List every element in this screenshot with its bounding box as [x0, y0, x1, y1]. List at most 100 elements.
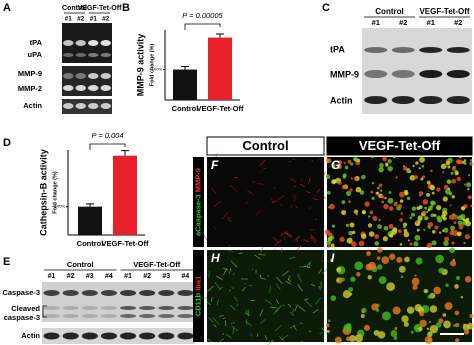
- group-label: VEGF-Tet-Off: [78, 5, 122, 12]
- cell: [373, 330, 380, 336]
- bar: [78, 206, 102, 235]
- blot-band: [100, 73, 111, 79]
- fiber: [292, 185, 297, 188]
- fiber: [264, 334, 268, 340]
- fiber: [221, 212, 229, 220]
- blot-band: [88, 53, 99, 57]
- x-tick-label: Control: [172, 104, 199, 113]
- x-tick-label: VEGF-Tet-Off: [102, 239, 149, 248]
- cell: [337, 160, 342, 165]
- cell: [445, 283, 449, 287]
- row-label: uPA: [28, 50, 43, 59]
- blot-band: [81, 306, 98, 310]
- cell: [463, 329, 470, 335]
- cell: [454, 171, 459, 176]
- cell: [378, 183, 383, 188]
- cell: [428, 320, 432, 324]
- cell: [464, 234, 470, 240]
- cell: [450, 260, 457, 267]
- blot-band: [446, 47, 470, 53]
- fiber: [300, 178, 303, 182]
- cell: [368, 215, 371, 218]
- fiber: [303, 239, 310, 243]
- lane-label: #3: [162, 273, 170, 280]
- cell: [343, 161, 346, 165]
- blot-band: [81, 290, 98, 296]
- cell: [413, 241, 419, 247]
- cell: [367, 223, 373, 228]
- cell: [456, 176, 461, 182]
- fiber: [287, 278, 292, 283]
- blot-band: [100, 332, 117, 340]
- row-label: tPA: [330, 44, 345, 54]
- cell: [447, 165, 451, 169]
- blot-band: [391, 70, 415, 78]
- fiber: [266, 274, 270, 277]
- blot-band: [88, 40, 99, 46]
- fiber: [278, 335, 284, 342]
- fiber: [276, 276, 283, 284]
- cell: [378, 276, 387, 285]
- cell: [466, 182, 472, 188]
- cell: [364, 201, 370, 207]
- fiber: [232, 272, 235, 276]
- fiber: [236, 303, 239, 307]
- cell: [465, 220, 471, 227]
- cell: [349, 222, 355, 228]
- cell: [469, 314, 474, 318]
- fiber: [254, 254, 261, 260]
- cell: [336, 278, 340, 282]
- cell: [453, 323, 457, 327]
- cell: [399, 243, 403, 246]
- row-label: MMP-9: [18, 69, 42, 78]
- side-label-part: MMP-9: [193, 168, 202, 194]
- cell: [411, 206, 417, 211]
- fiber: [273, 236, 279, 243]
- fiber: [296, 244, 302, 251]
- fiber: [212, 225, 217, 230]
- fiber: [280, 248, 283, 252]
- cell: [381, 256, 390, 265]
- cell: [355, 186, 362, 193]
- cell: [387, 159, 392, 164]
- blot-band: [43, 332, 60, 340]
- cell: [410, 330, 414, 334]
- fiber: [230, 260, 238, 268]
- fiber: [289, 325, 296, 329]
- cell: [463, 323, 466, 327]
- cell: [469, 326, 472, 330]
- fiber: [251, 268, 254, 270]
- fiber: [229, 304, 237, 311]
- row-label: Actin: [21, 331, 40, 340]
- fiber: [208, 317, 214, 323]
- cell: [341, 184, 347, 190]
- cell: [414, 274, 417, 277]
- fiber: [274, 239, 282, 246]
- cell: [463, 159, 467, 162]
- cell: [346, 336, 351, 342]
- blot-band: [75, 103, 86, 109]
- cell: [420, 177, 424, 181]
- cell: [460, 213, 466, 220]
- fiber: [227, 218, 232, 223]
- cell: [439, 231, 442, 234]
- cell: [469, 161, 473, 166]
- cell: [406, 169, 410, 174]
- blot-band: [120, 332, 137, 340]
- lane-label: #1: [48, 273, 56, 280]
- cell: [451, 195, 455, 199]
- fiber: [308, 330, 312, 333]
- cell: [411, 212, 416, 217]
- cell: [422, 210, 427, 215]
- fiber: [231, 325, 239, 332]
- cell: [342, 290, 351, 299]
- cell: [368, 231, 375, 237]
- fiber: [310, 236, 317, 244]
- cell: [356, 158, 361, 163]
- lane-label: #2: [143, 273, 151, 280]
- fiber: [285, 280, 292, 285]
- side-label: aCaspase-3 MMP-9: [193, 168, 202, 236]
- cell: [379, 162, 384, 168]
- cell: [350, 177, 353, 180]
- fiber: [280, 230, 288, 236]
